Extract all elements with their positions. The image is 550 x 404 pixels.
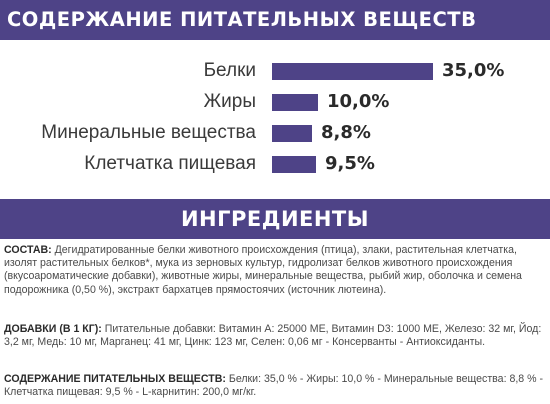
nutrient-value: 9,5% [325,153,375,174]
nutrients-summary-paragraph: СОДЕРЖАНИЕ ПИТАТЕЛЬНЫХ ВЕЩЕСТВ: Белки: 3… [4,373,546,399]
nutrient-label: Минеральные вещества [41,122,256,143]
composition-label: СОСТАВ: [4,244,52,256]
nutrient-label: Жиры [203,91,256,112]
ingredients-section-title: ИНГРЕДИЕНТЫ [0,199,550,239]
nutrient-row-protein: Белки 35,0% [0,56,550,86]
nutrient-label: Клетчатка пищевая [84,153,256,174]
nutrient-bar [272,63,433,80]
nutrient-value: 35,0% [442,60,505,81]
composition-text: Дегидратированные белки животного происх… [4,244,522,296]
additives-label: ДОБАВКИ (В 1 КГ): [4,323,102,335]
nutrient-bar [272,125,312,142]
nutrient-row-fiber: Клетчатка пищевая 9,5% [0,149,550,179]
nutrients-section-title: СОДЕРЖАНИЕ ПИТАТЕЛЬНЫХ ВЕЩЕСТВ [0,0,550,40]
additives-paragraph: ДОБАВКИ (В 1 КГ): Питательные добавки: В… [4,323,546,349]
nutrient-value: 8,8% [321,122,371,143]
additives-text: Питательные добавки: Витамин A: 25000 МЕ… [4,323,542,349]
nutrient-value: 10,0% [327,91,390,112]
nutrients-summary-label: СОДЕРЖАНИЕ ПИТАТЕЛЬНЫХ ВЕЩЕСТВ: [4,373,226,385]
nutrients-summary-text: Белки: 35,0 % - Жиры: 10,0 % - Минеральн… [4,373,544,399]
nutrient-label: Белки [203,60,256,81]
nutrient-bar [272,156,316,173]
composition-paragraph: СОСТАВ: Дегидратированные белки животног… [4,244,546,297]
nutrient-bar [272,94,318,111]
nutrient-row-fat: Жиры 10,0% [0,87,550,117]
nutrient-row-minerals: Минеральные вещества 8,8% [0,118,550,148]
